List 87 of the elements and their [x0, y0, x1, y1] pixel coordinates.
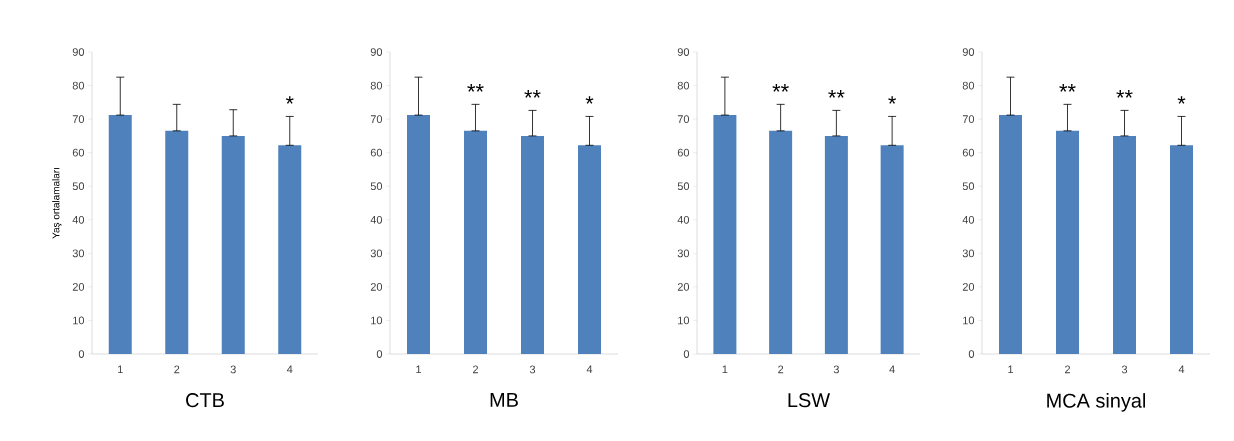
bar [824, 135, 848, 354]
bar [1170, 145, 1194, 354]
y-tick-label: 20 [370, 283, 383, 291]
x-tick-label: 3 [230, 365, 236, 374]
x-tick-label: 4 [586, 365, 593, 374]
x-tick-label: 1 [416, 365, 422, 374]
bar [407, 115, 430, 354]
x-tick-label: 1 [722, 365, 728, 374]
x-tick-label: 2 [473, 365, 478, 374]
x-tick-label: 4 [1178, 365, 1185, 374]
y-tick-label: 10 [371, 316, 383, 325]
y-tick-label: 90 [677, 48, 690, 56]
y-tick-label: 40 [370, 215, 383, 224]
bar [221, 135, 245, 354]
bar [165, 130, 189, 354]
x-tick-label: 1 [1008, 365, 1014, 374]
y-tick-label: 90 [370, 48, 383, 56]
y-tick-label: 30 [72, 249, 85, 258]
annotation: * [888, 96, 897, 104]
x-tick-label: 3 [833, 365, 839, 374]
x-tick-label: 4 [286, 365, 293, 374]
annotation: * [285, 96, 294, 104]
bar [521, 135, 544, 354]
x-tick-label: 3 [1121, 365, 1128, 374]
y-tick-label: 70 [370, 115, 383, 123]
bar [880, 145, 904, 354]
x-tick-label: 2 [778, 365, 784, 374]
y-tick-label: 10 [963, 316, 975, 325]
x-axis-title: MCA sinyal [1047, 393, 1146, 412]
annotation: ** [828, 90, 845, 98]
y-tick-label: 90 [962, 48, 975, 56]
x-tick-label: 2 [174, 365, 180, 374]
y-tick-label: 50 [370, 182, 383, 191]
y-tick-label: 80 [962, 81, 975, 90]
annotation: ** [524, 90, 541, 98]
y-tick-label: 70 [677, 115, 690, 123]
y-tick-label: 10 [678, 316, 690, 325]
y-tick-label: 60 [962, 148, 975, 157]
y-tick-label: 0 [968, 350, 975, 358]
y-tick-label: 80 [677, 81, 690, 90]
y-tick-label: 50 [677, 182, 690, 191]
y-tick-label: 40 [962, 215, 975, 224]
bar [999, 115, 1023, 354]
x-tick-label: 1 [118, 365, 123, 374]
y-tick-label: 40 [677, 215, 690, 224]
y-tick-label: 90 [72, 48, 85, 56]
bar [464, 130, 487, 354]
bar [1113, 135, 1137, 354]
y-tick-label: 0 [78, 350, 85, 358]
y-tick-label: 20 [677, 283, 690, 291]
bar [769, 130, 793, 354]
annotation: ** [467, 84, 484, 92]
y-tick-label: 70 [72, 115, 85, 123]
y-tick-label: 60 [72, 148, 85, 157]
y-axis-title: Yaş ortalamaları [52, 168, 62, 239]
annotation: ** [1116, 90, 1133, 98]
y-tick-label: 30 [677, 249, 690, 258]
y-tick-label: 0 [683, 350, 690, 358]
bar [278, 145, 302, 354]
annotation: ** [772, 84, 789, 92]
x-axis-title: LSW [788, 393, 831, 408]
y-tick-label: 30 [370, 249, 383, 258]
x-axis-title: CTB [186, 393, 224, 408]
y-tick-label: 50 [72, 182, 85, 191]
y-tick-label: 20 [962, 283, 975, 291]
y-tick-label: 40 [72, 215, 85, 224]
y-tick-label: 80 [72, 81, 85, 90]
bar [108, 115, 132, 354]
y-tick-label: 10 [73, 316, 85, 325]
y-tick-label: 70 [962, 115, 975, 123]
y-tick-label: 50 [962, 182, 975, 191]
y-tick-label: 0 [376, 350, 383, 358]
y-tick-label: 80 [370, 81, 383, 90]
x-axis-title: MB [490, 393, 518, 407]
bar [1056, 130, 1080, 354]
x-tick-label: 2 [1065, 365, 1071, 374]
annotation: * [585, 96, 594, 104]
bar [578, 145, 601, 354]
bar [713, 115, 737, 354]
y-tick-label: 60 [370, 148, 383, 157]
x-tick-label: 3 [529, 365, 536, 374]
x-tick-label: 4 [889, 365, 895, 374]
annotation: ** [1059, 84, 1076, 92]
annotation: * [1177, 96, 1186, 104]
y-tick-label: 60 [677, 148, 690, 157]
y-tick-label: 20 [72, 283, 85, 291]
y-tick-label: 30 [962, 249, 975, 258]
